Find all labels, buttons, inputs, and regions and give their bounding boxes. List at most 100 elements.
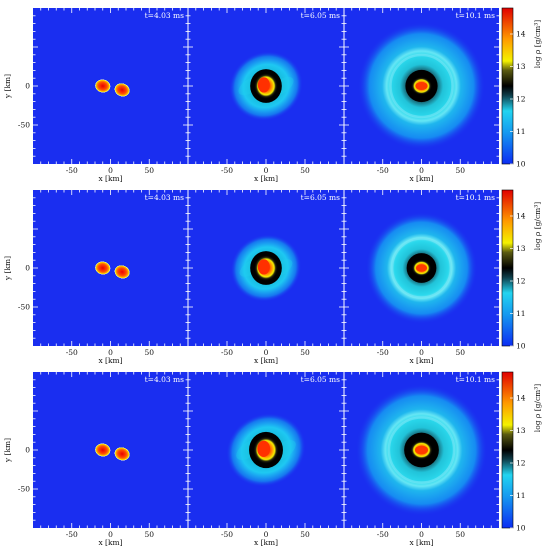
- panel-ticks: [188, 8, 344, 164]
- x-tick-label: 0: [419, 348, 424, 357]
- x-axis-label: x [km]: [254, 174, 278, 183]
- neutron-star-1: [95, 261, 111, 275]
- panel-ticks: [344, 8, 499, 164]
- y-tick-label: 0: [25, 264, 30, 273]
- x-axis-label: x [km]: [409, 356, 433, 365]
- x-tick-label: 50: [144, 348, 154, 357]
- colorbar-tick-label: 11: [516, 309, 526, 318]
- y-axis-label: y [km]: [3, 438, 12, 463]
- time-label: t=10.1 ms: [456, 193, 495, 202]
- x-tick-label: 0: [108, 166, 113, 175]
- x-axis-label: x [km]: [98, 174, 122, 183]
- colorbar-tick-label: 14: [516, 30, 526, 39]
- density-field: [95, 443, 130, 461]
- colorbar-tick-label: 14: [516, 212, 526, 221]
- time-label: t=10.1 ms: [456, 11, 495, 20]
- panel-r1-c1: t=4.03 ms-50 0 50x [km]0-50y [km]: [3, 8, 188, 183]
- colorbar-gradient: [501, 189, 514, 347]
- panel-r1-c3: t=10.1 ms -50 0 50 x [km]: [343, 8, 499, 183]
- x-tick-label: 0: [419, 530, 424, 539]
- time-label: t=6.05 ms: [301, 193, 340, 202]
- colorbar-tick-label: 11: [516, 491, 526, 500]
- time-label: t=4.03 ms: [145, 375, 184, 384]
- panel-background: [33, 372, 188, 528]
- core-hotspot: [415, 264, 428, 272]
- y-tick-label: 0: [25, 82, 30, 91]
- x-tick-label: -50: [221, 348, 233, 357]
- core-hotspot: [414, 445, 429, 455]
- colorbar-r2: 10 11 12 13 14 log ρ [g/cm³]: [501, 189, 542, 351]
- y-axis-label: y [km]: [3, 74, 12, 99]
- x-tick-label: 0: [108, 348, 113, 357]
- density-field: [357, 22, 486, 150]
- core-hotspot: [257, 440, 271, 458]
- density-field: [226, 413, 306, 487]
- x-axis-label: x [km]: [409, 174, 433, 183]
- x-axis-label: x [km]: [254, 356, 278, 365]
- density-field: [230, 234, 302, 302]
- panel-ticks: [344, 372, 499, 528]
- x-axis-label: x [km]: [98, 356, 122, 365]
- x-tick-label: 0: [419, 166, 424, 175]
- density-field: [95, 79, 130, 97]
- x-axis-label: x [km]: [254, 538, 278, 547]
- colorbar-tick-label: 13: [516, 426, 526, 435]
- colorbar-r3: 10 11 12 13 14 log ρ [g/cm³]: [501, 371, 542, 533]
- colorbar-tick-label: 10: [516, 524, 526, 533]
- panel-r3-c2: t=6.05 ms -50 0 50 x [km]: [187, 372, 344, 547]
- x-tick-label: -50: [221, 530, 233, 539]
- neutron-star-1: [95, 443, 111, 457]
- density-field: [229, 51, 303, 121]
- x-tick-label: 50: [300, 530, 310, 539]
- panel-ticks: [33, 190, 188, 346]
- x-axis-label: x [km]: [409, 538, 433, 547]
- panel-r2-c1: t=4.03 ms-50 0 50x [km]0-50y [km]: [3, 190, 188, 365]
- panel-ticks: [33, 372, 188, 528]
- colorbar-label: log ρ [g/cm³]: [533, 202, 542, 250]
- x-tick-label: -50: [377, 530, 389, 539]
- panel-r1-c2: t=6.05 ms -50 0 50 x [km]: [187, 8, 344, 183]
- x-tick-label: -50: [377, 348, 389, 357]
- panel-r3-c3: t=10.1 ms -50 0 50 x [km]: [343, 372, 499, 547]
- y-tick-label: -50: [18, 121, 30, 130]
- colorbar-tick-label: 12: [516, 459, 526, 468]
- neutron-star-2: [114, 447, 130, 461]
- colorbar-tick-label: 12: [516, 95, 526, 104]
- neutron-star-1: [95, 79, 111, 93]
- neutron-star-2: [114, 83, 130, 97]
- x-axis-label: x [km]: [98, 538, 122, 547]
- x-tick-label: 0: [264, 166, 269, 175]
- neutron-star-2: [114, 265, 130, 279]
- y-tick-label: 0: [25, 446, 30, 455]
- x-tick-label: 50: [455, 166, 465, 175]
- x-tick-label: 0: [264, 530, 269, 539]
- colorbar-label: log ρ [g/cm³]: [533, 384, 542, 432]
- x-tick-label: 50: [455, 530, 465, 539]
- panel-background: [33, 190, 188, 346]
- colorbar-tick-label: 13: [516, 62, 526, 71]
- colorbar-tick-label: 14: [516, 394, 526, 403]
- x-tick-label: 50: [300, 348, 310, 357]
- colorbar-tick-label: 13: [516, 244, 526, 253]
- x-tick-label: -50: [66, 530, 78, 539]
- colorbar-r1: 10 11 12 13 14 log ρ [g/cm³]: [501, 7, 542, 169]
- x-tick-label: 0: [264, 348, 269, 357]
- y-tick-label: -50: [18, 303, 30, 312]
- density-field: [355, 384, 488, 516]
- colorbar-gradient: [501, 371, 514, 529]
- x-tick-label: 50: [144, 530, 154, 539]
- shock-ring: [390, 237, 453, 299]
- colorbar-tick-label: 10: [516, 342, 526, 351]
- panel-r2-c3: t=10.1 ms -50 0 50 x [km]: [343, 190, 499, 365]
- x-tick-label: -50: [66, 348, 78, 357]
- time-label: t=6.05 ms: [301, 11, 340, 20]
- colorbar-label: log ρ [g/cm³]: [533, 20, 542, 68]
- colorbar-tick-label: 12: [516, 277, 526, 286]
- x-tick-label: -50: [221, 166, 233, 175]
- colorbar-tick-label: 10: [516, 160, 526, 169]
- panel-ticks: [344, 190, 499, 346]
- x-tick-label: 50: [455, 348, 465, 357]
- panel-background: [33, 8, 188, 164]
- shock-ring: [389, 53, 454, 119]
